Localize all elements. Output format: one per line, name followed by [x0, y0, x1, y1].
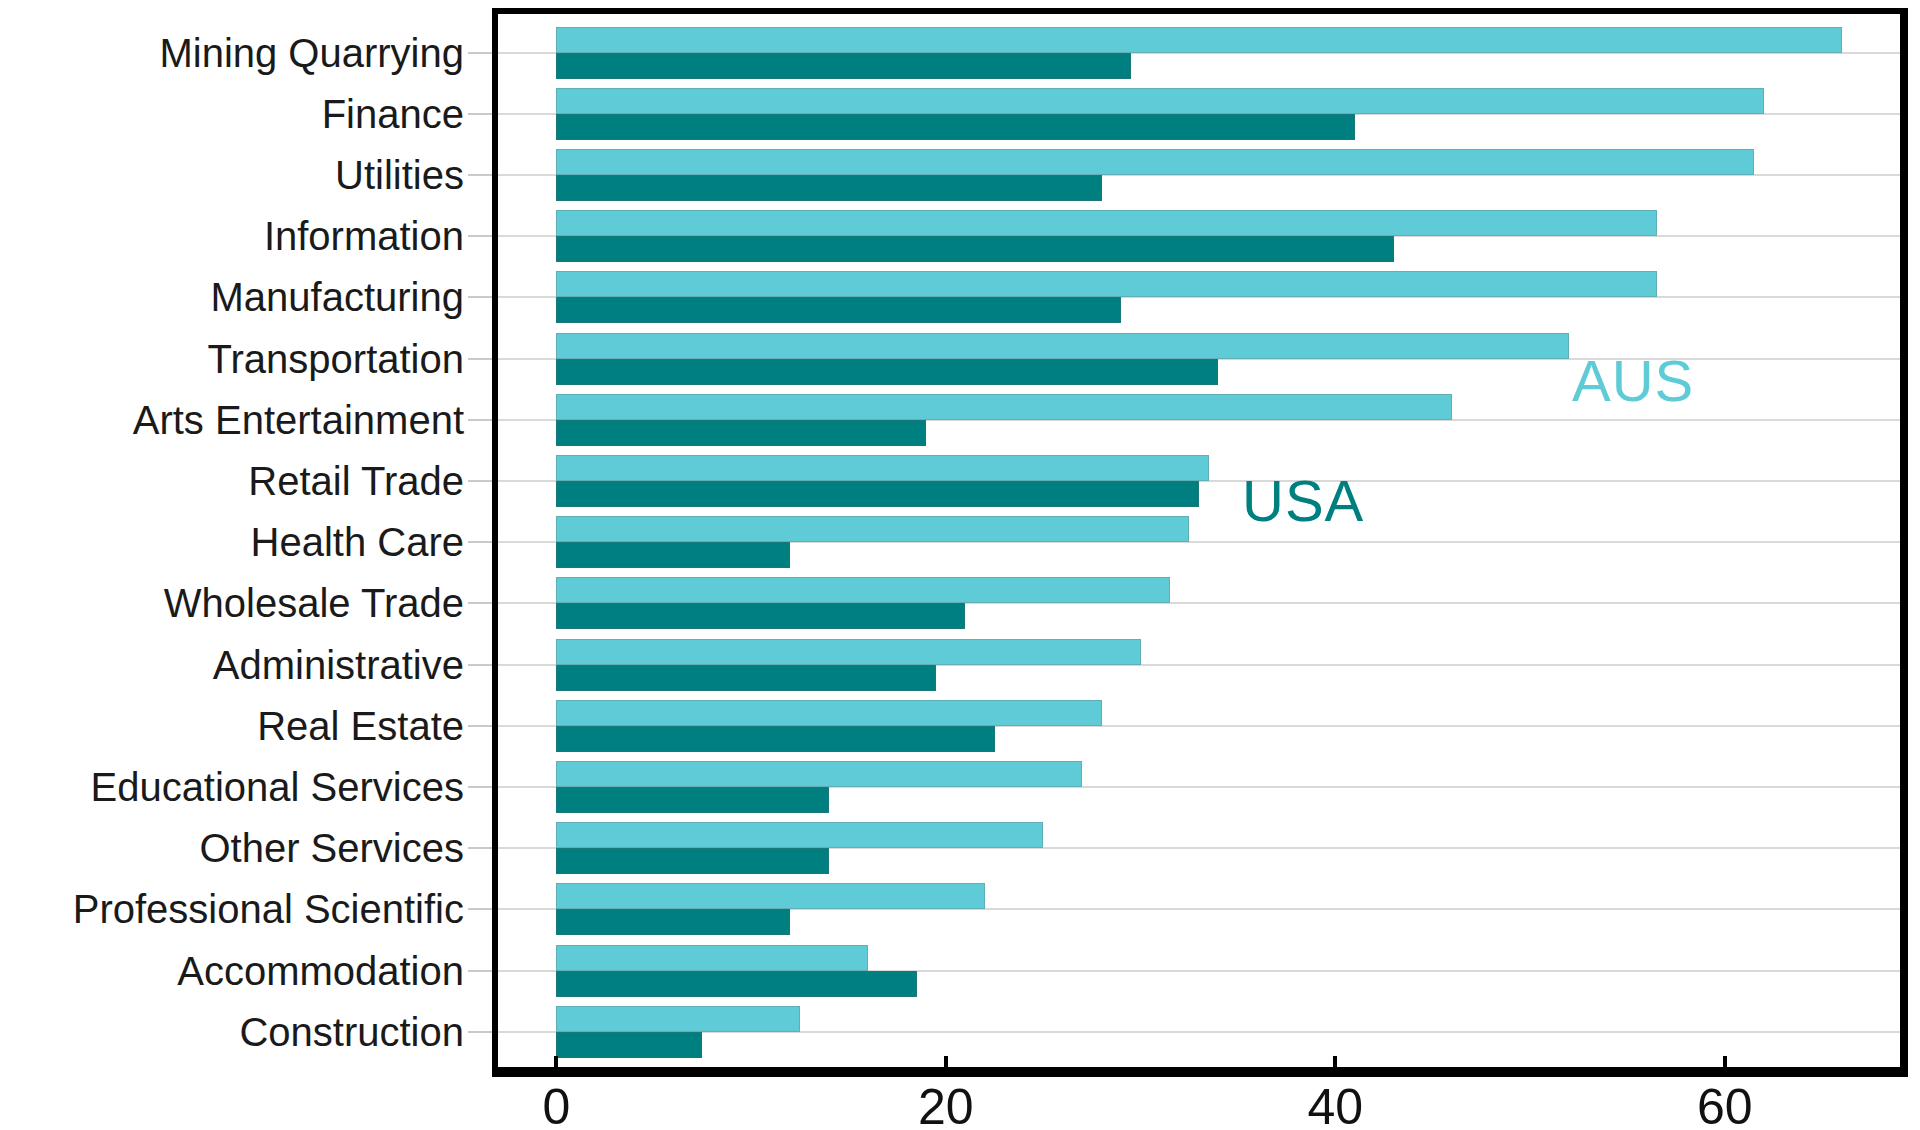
y-axis-tick: [468, 725, 492, 727]
category-label: Accommodation: [0, 947, 464, 995]
bar-usa-12: [556, 787, 829, 813]
bar-aus-0: [556, 27, 1841, 53]
category-label: Educational Services: [0, 763, 464, 811]
bar-aus-5: [556, 333, 1569, 359]
bar-usa-14: [556, 909, 790, 935]
category-label: Arts Entertainment: [0, 396, 464, 444]
category-label: Retail Trade: [0, 457, 464, 505]
series-annotation-usa: USA: [1242, 472, 1364, 530]
y-axis-tick: [468, 419, 492, 421]
bar-aus-6: [556, 394, 1452, 420]
bar-aus-1: [556, 88, 1763, 114]
bar-usa-6: [556, 420, 926, 446]
category-label: Utilities: [0, 151, 464, 199]
category-axis-labels: Mining Quarrying Finance Utilities Informat…: [0, 0, 464, 1130]
bar-aus-15: [556, 945, 868, 971]
y-axis-tick: [468, 174, 492, 176]
y-axis-tick: [468, 235, 492, 237]
series-annotation-aus: AUS: [1572, 352, 1694, 410]
category-label: Administrative: [0, 641, 464, 689]
category-label: Manufacturing: [0, 273, 464, 321]
category-label: Finance: [0, 90, 464, 138]
bar-aus-7: [556, 455, 1208, 481]
bar-aus-2: [556, 149, 1754, 175]
y-axis-tick: [468, 358, 492, 360]
category-label: Construction: [0, 1008, 464, 1056]
bar-usa-9: [556, 603, 965, 629]
x-axis-tick: [1333, 1056, 1337, 1067]
category-label: Wholesale Trade: [0, 579, 464, 627]
x-tick-label: 60: [1655, 1078, 1795, 1130]
bar-aus-4: [556, 271, 1656, 297]
x-axis-tick: [554, 1056, 558, 1067]
bar-usa-8: [556, 542, 790, 568]
y-axis-tick: [468, 602, 492, 604]
y-axis-tick: [468, 52, 492, 54]
y-axis-tick: [468, 970, 492, 972]
x-axis-tick: [1723, 1056, 1727, 1067]
plot-area: [492, 8, 1908, 1077]
y-axis-tick: [468, 786, 492, 788]
bar-usa-16: [556, 1032, 702, 1058]
bar-usa-4: [556, 297, 1121, 323]
y-axis-tick: [468, 480, 492, 482]
category-label: Professional Scientific: [0, 885, 464, 933]
bar-usa-11: [556, 726, 994, 752]
bar-aus-10: [556, 639, 1140, 665]
bar-usa-10: [556, 665, 936, 691]
category-label: Real Estate: [0, 702, 464, 750]
bar-usa-3: [556, 236, 1393, 262]
bar-usa-0: [556, 53, 1130, 79]
y-axis-tick: [468, 113, 492, 115]
bar-usa-2: [556, 175, 1101, 201]
x-tick-label: 40: [1265, 1078, 1405, 1130]
category-label: Information: [0, 212, 464, 260]
bar-usa-5: [556, 359, 1218, 385]
category-label: Mining Quarrying: [0, 29, 464, 77]
x-axis-tick: [944, 1056, 948, 1067]
bar-usa-1: [556, 114, 1354, 140]
y-axis-tick: [468, 847, 492, 849]
x-tick-label: 20: [876, 1078, 1016, 1130]
bar-usa-13: [556, 848, 829, 874]
bar-aus-8: [556, 516, 1189, 542]
bar-aus-14: [556, 883, 984, 909]
bar-aus-16: [556, 1006, 799, 1032]
category-label: Health Care: [0, 518, 464, 566]
bar-usa-7: [556, 481, 1199, 507]
category-label: Transportation: [0, 335, 464, 383]
y-axis-tick: [468, 664, 492, 666]
chart-canvas: Mining Quarrying Finance Utilities Informat…: [0, 0, 1920, 1130]
category-label: Other Services: [0, 824, 464, 872]
y-axis-tick: [468, 296, 492, 298]
x-tick-label: 0: [486, 1078, 626, 1130]
bar-aus-11: [556, 700, 1101, 726]
bar-aus-9: [556, 577, 1169, 603]
bar-usa-15: [556, 971, 916, 997]
bar-aus-13: [556, 822, 1043, 848]
y-axis-tick: [468, 1031, 492, 1033]
bar-aus-3: [556, 210, 1656, 236]
y-axis-tick: [468, 541, 492, 543]
y-axis-tick: [468, 908, 492, 910]
bar-aus-12: [556, 761, 1082, 787]
